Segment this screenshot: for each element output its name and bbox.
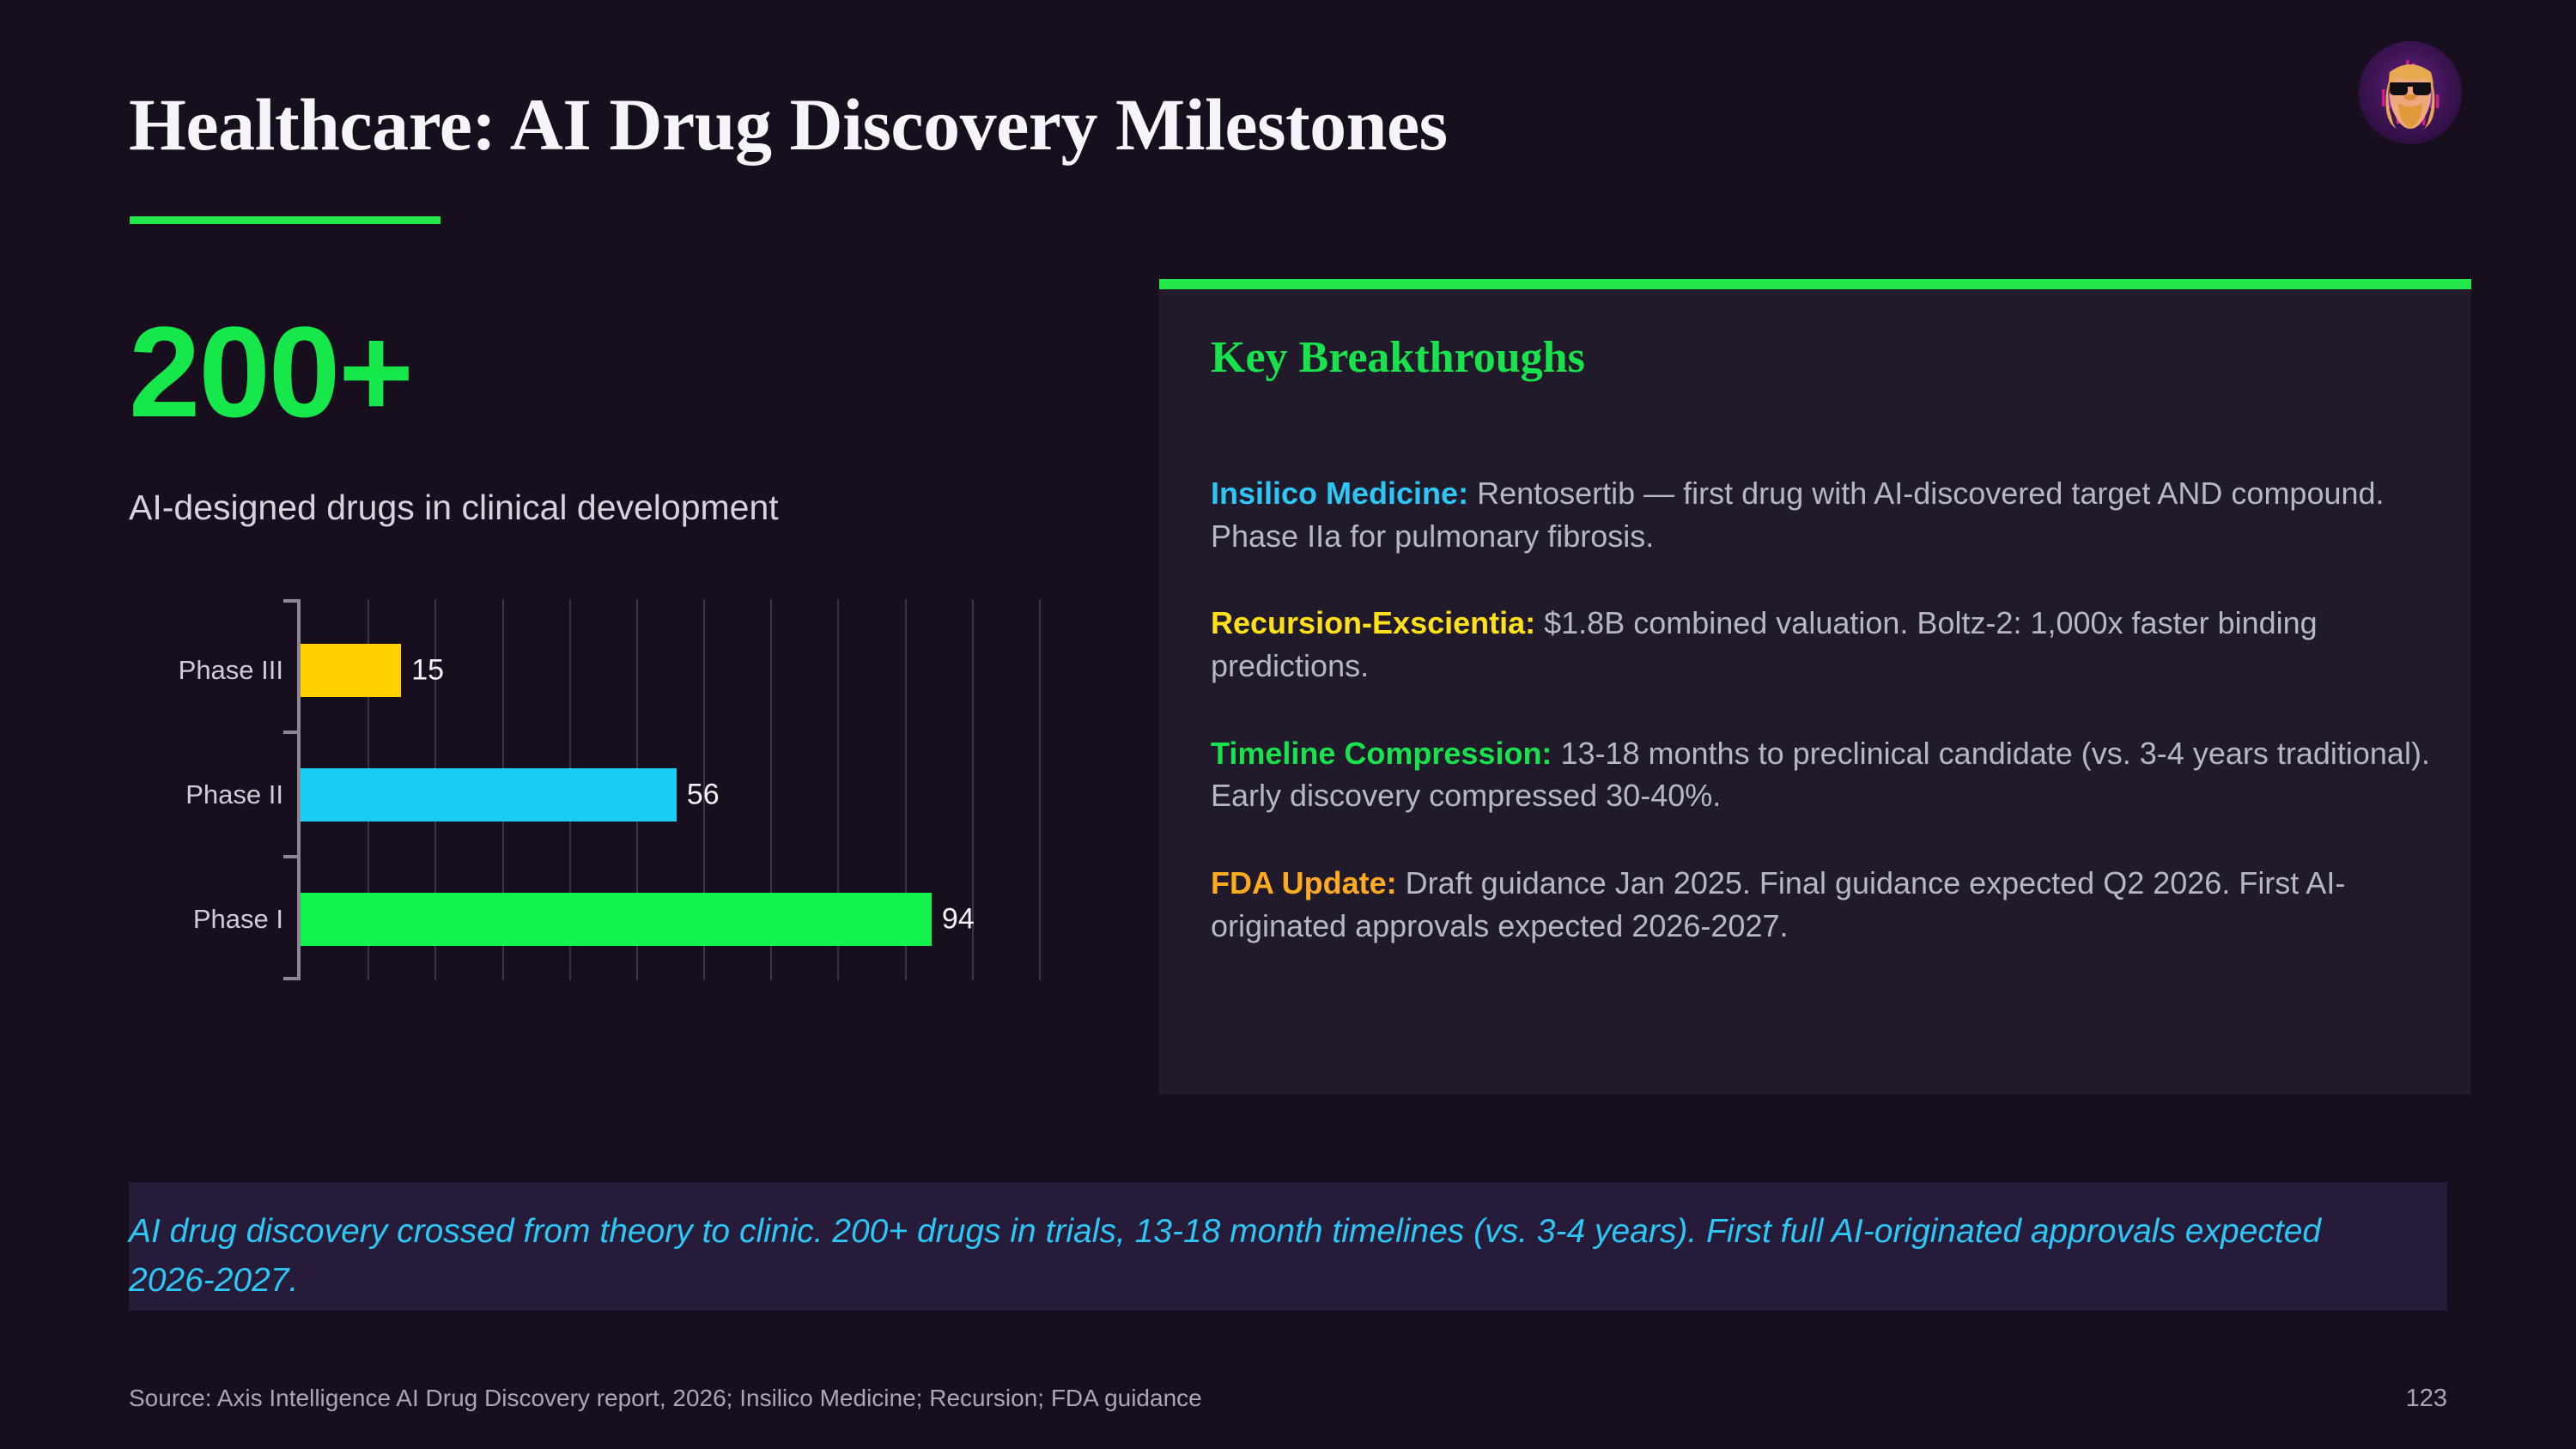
title-accent-bar: [130, 216, 440, 224]
panel-bullet-text: 13-18 months to preclinical candidate (v…: [1211, 735, 2430, 814]
footer-page-number: 123: [2405, 1385, 2447, 1412]
panel-bullet-label: Insilico Medicine:: [1211, 476, 1469, 511]
chart-gridline: [770, 599, 773, 980]
chart-gridline: [1039, 599, 1041, 980]
panel-bullet: Insilico Medicine: Rentosertib — first d…: [1211, 472, 2430, 557]
chart-bar-row: Phase III 15: [129, 608, 1039, 732]
footer-source: Source: Axis Intelligence AI Drug Discov…: [129, 1385, 1202, 1411]
chart-bar: [301, 643, 402, 697]
chart-gridline: [971, 599, 974, 980]
panel-accent-bar: [1159, 279, 2471, 289]
big-stat-value: 200+: [129, 300, 414, 444]
phase-bar-chart: Phase III 15 Phase II 56 Phase I 94: [129, 592, 1041, 987]
panel-bullet: FDA Update: Draft guidance Jan 2025. Fin…: [1211, 862, 2430, 947]
panel-bullet-label: FDA Update:: [1211, 865, 1397, 901]
chart-bar: [301, 767, 677, 822]
chart-y-tick: [283, 855, 299, 858]
chart-bar-category-label: Phase I: [192, 903, 283, 934]
avatar: [2359, 41, 2462, 144]
page-title: Healthcare: AI Drug Discovery Milestones: [129, 83, 1448, 166]
big-stat-caption: AI-designed drugs in clinical developmen…: [129, 488, 779, 527]
panel-bullet: Recursion-Exscientia: $1.8B combined val…: [1211, 602, 2430, 687]
chart-bar-value-label: 56: [686, 778, 720, 810]
panel-bullet-text: $1.8B combined valuation. Boltz-2: 1,000…: [1211, 605, 2318, 684]
chart-bar-category-label: Phase III: [178, 654, 283, 685]
chart-bar-value-label: 94: [941, 902, 975, 935]
panel-bullet: Timeline Compression: 13-18 months to pr…: [1211, 732, 2430, 817]
chart-bar-category-label: Phase II: [185, 779, 283, 809]
chart-bar-track: 94: [301, 857, 1039, 981]
chart-bar-value-label: 15: [411, 653, 445, 686]
panel-title: Key Breakthroughs: [1211, 333, 1585, 382]
summary-callout-text: AI drug discovery crossed from theory to…: [129, 1213, 2322, 1299]
chart-bar-row: Phase II 56: [129, 732, 1039, 857]
chart-axis-cap-bottom: [283, 977, 301, 980]
chart-bar-track: 15: [301, 608, 1039, 732]
avatar-bearded-man-sunglasses-icon: [2359, 41, 2462, 144]
panel-bullet-list: Insilico Medicine: Rentosertib — first d…: [1211, 472, 2430, 991]
chart-bar: [301, 892, 932, 946]
key-breakthroughs-panel: Key Breakthroughs Insilico Medicine: Ren…: [1159, 279, 2471, 1094]
panel-bullet-label: Recursion-Exscientia:: [1211, 605, 1536, 641]
chart-gridline: [703, 599, 706, 980]
chart-gridline: [837, 599, 840, 980]
chart-bar-row: Phase I 94: [129, 857, 1039, 981]
chart-gridline: [904, 599, 907, 980]
panel-bullet-label: Timeline Compression:: [1211, 735, 1552, 771]
summary-callout: AI drug discovery crossed from theory to…: [129, 1182, 2447, 1311]
chart-y-axis-spine: [297, 599, 301, 980]
chart-bar-track: 56: [301, 732, 1039, 857]
panel-bullet-text: Rentosertib — first drug with AI-discove…: [1211, 476, 2385, 554]
chart-axis-cap-top: [283, 599, 301, 603]
panel-bullet-text: Draft guidance Jan 2025. Final guidance …: [1211, 865, 2346, 943]
chart-y-tick: [283, 731, 299, 734]
